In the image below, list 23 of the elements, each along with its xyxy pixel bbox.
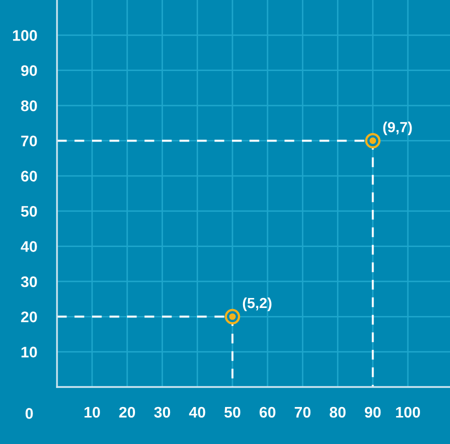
x-tick-label: 60 — [260, 406, 276, 418]
y-tick-label: 10 — [22, 346, 37, 358]
x-tick-label: 30 — [154, 406, 170, 418]
text: 0 — [26, 408, 33, 419]
y-tick-label: 80 — [21, 100, 37, 112]
y-tick-label: 50 — [21, 206, 37, 217]
y-tick-label: 100 — [13, 30, 37, 41]
y-tick-label: 60 — [21, 170, 37, 182]
annotation: (5,2) — [242, 297, 272, 312]
x-tick-label: 20 — [119, 406, 136, 418]
y-tick-label: 70 — [21, 136, 37, 146]
y-tick-label: 40 — [20, 241, 37, 252]
x-tick-label: 70 — [294, 406, 310, 418]
x-tick-label: 40 — [189, 406, 206, 418]
x-tick-label: 100 — [396, 406, 420, 418]
annotation: (9,7) — [383, 122, 412, 136]
y-tick-label: 90 — [21, 65, 37, 76]
x-tick-label: 50 — [224, 406, 240, 418]
x-tick-label: 90 — [364, 406, 381, 418]
x-tick-label: 80 — [330, 406, 346, 418]
x-tick-label: 10 — [84, 406, 100, 418]
y-tick-label: 20 — [21, 312, 37, 322]
y-tick-label: 30 — [20, 276, 37, 288]
